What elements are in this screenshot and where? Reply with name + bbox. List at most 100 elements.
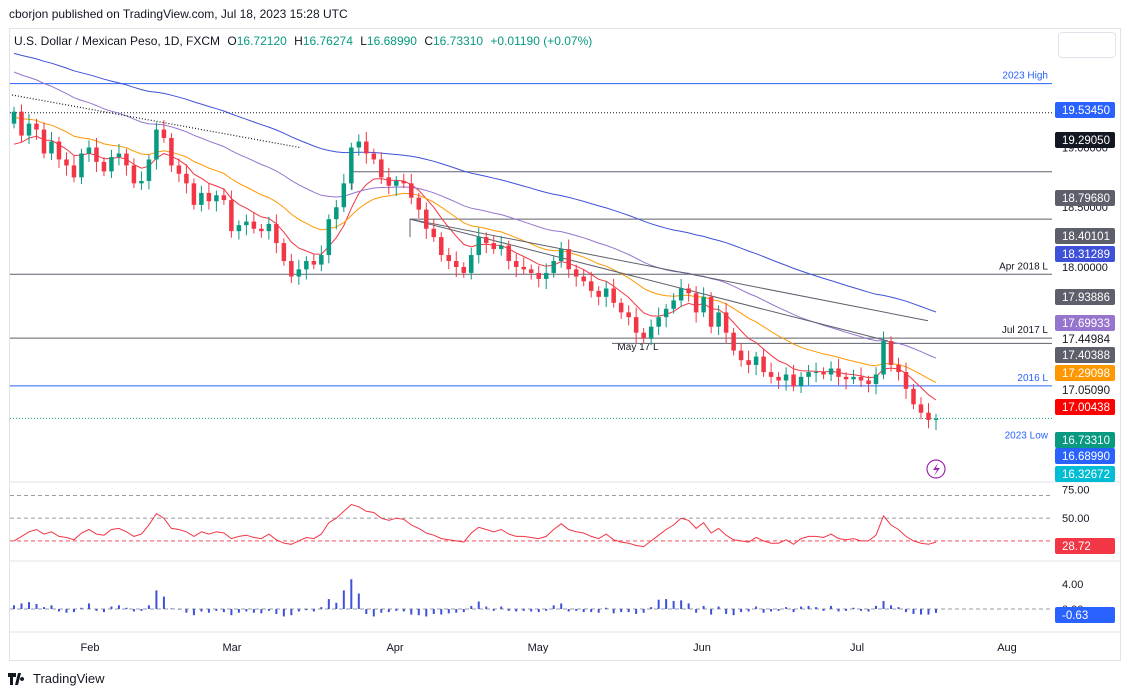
candle-body: [843, 376, 849, 380]
close-label: C: [424, 34, 433, 48]
candle-body: [266, 223, 272, 232]
rsi-line: [13, 503, 937, 548]
price-badge: 17.69933: [1062, 318, 1110, 330]
candle-body: [483, 237, 489, 244]
candle-body: [888, 341, 894, 365]
level-line: [409, 218, 1052, 238]
candle-body: [528, 269, 534, 273]
candle-body: [281, 243, 287, 261]
candle-body: [873, 374, 879, 385]
lightning-icon: [933, 463, 940, 476]
candle-body: [806, 372, 811, 377]
candle-body: [304, 261, 309, 270]
candle-body: [686, 288, 691, 294]
candle-body: [439, 237, 444, 256]
candle-body: [34, 123, 39, 130]
candle-body: [671, 300, 676, 309]
candle-body: [551, 261, 556, 273]
close-value: 16.73310: [433, 34, 484, 48]
candle-body: [214, 195, 219, 202]
candle-body: [558, 249, 564, 261]
candle-body: [124, 153, 129, 166]
price-badge-bg: [1055, 347, 1115, 363]
x-tick-label: Jul: [850, 642, 864, 654]
candle-body: [94, 147, 99, 162]
candle-body: [678, 288, 684, 301]
candle-body: [618, 302, 624, 313]
histogram-tick-label: 4.00: [1062, 579, 1083, 591]
candle-body: [903, 372, 909, 389]
candle-body: [783, 374, 789, 381]
candle-body: [289, 261, 294, 277]
candle-body: [401, 180, 407, 184]
candle-body: [206, 192, 212, 202]
candle-body: [933, 418, 939, 420]
price-badge-bg: [1055, 399, 1115, 415]
candle-body: [311, 261, 317, 265]
price-badge-bg: [1055, 448, 1115, 464]
candle-body: [821, 372, 826, 375]
candle-body: [176, 165, 182, 174]
annotation-label: May 17 L: [617, 342, 659, 353]
candle-body: [349, 147, 354, 184]
level-caption: 2016 L: [1017, 373, 1048, 384]
candle-body: [56, 141, 62, 160]
x-tick-label: Jun: [693, 642, 711, 654]
candle-body: [274, 223, 279, 244]
candle-body: [603, 288, 609, 297]
candle-body: [881, 341, 886, 375]
candle-body: [154, 129, 159, 160]
candle-body: [446, 255, 452, 261]
candle-body: [101, 161, 107, 172]
candle-body: [566, 249, 571, 270]
low-value: 16.68990: [366, 34, 417, 48]
candle-body: [498, 245, 504, 250]
candle-body: [693, 293, 699, 313]
candles: [11, 104, 939, 431]
candle-body: [588, 281, 594, 291]
tradingview-icon: [8, 672, 25, 685]
candle-body: [319, 255, 324, 265]
price-badge: 16.32672: [1062, 469, 1110, 481]
candle-body: [926, 412, 931, 420]
ema-line: [13, 116, 937, 383]
candle-body: [146, 159, 152, 181]
candle-body: [416, 197, 422, 210]
high-value: 16.76274: [302, 34, 353, 48]
candle-body: [19, 111, 24, 136]
level-line: [351, 171, 1052, 190]
candle-body: [229, 200, 234, 232]
candle-body: [521, 266, 526, 270]
ema-line: [13, 71, 937, 359]
candle-body: [221, 195, 227, 201]
ema-line: [13, 135, 937, 401]
candle-body: [64, 159, 69, 166]
trendline: [409, 218, 889, 342]
price-badge: 19.53450: [1062, 105, 1110, 117]
price-badge-bg: [1055, 315, 1115, 331]
candle-body: [11, 111, 17, 124]
histogram-badge: -0.63: [1062, 610, 1088, 622]
level-caption: 2023 High: [1002, 71, 1048, 82]
candle-body: [581, 276, 586, 282]
candle-body: [326, 219, 332, 256]
candle-body: [476, 237, 481, 256]
chart-control-button[interactable]: [1058, 32, 1116, 58]
x-tick-label: Apr: [386, 642, 403, 654]
candle-body: [911, 388, 916, 405]
candle-body: [716, 312, 721, 327]
x-tick-label: May: [528, 642, 549, 654]
candle-body: [454, 261, 459, 267]
ema-line: [13, 52, 937, 313]
price-badge-bg: [1055, 466, 1115, 482]
price-badge-bg: [1055, 432, 1115, 448]
x-tick-label: Mar: [223, 642, 242, 654]
price-badge: 18.40101: [1062, 231, 1110, 243]
candle-body: [656, 317, 661, 327]
candle-body: [753, 356, 759, 365]
price-badge: 16.73310: [1062, 435, 1110, 447]
publisher-line: cborjon published on TradingView.com, Ju…: [9, 7, 348, 21]
candle-body: [356, 141, 362, 148]
brand-name: TradingView: [33, 671, 105, 686]
